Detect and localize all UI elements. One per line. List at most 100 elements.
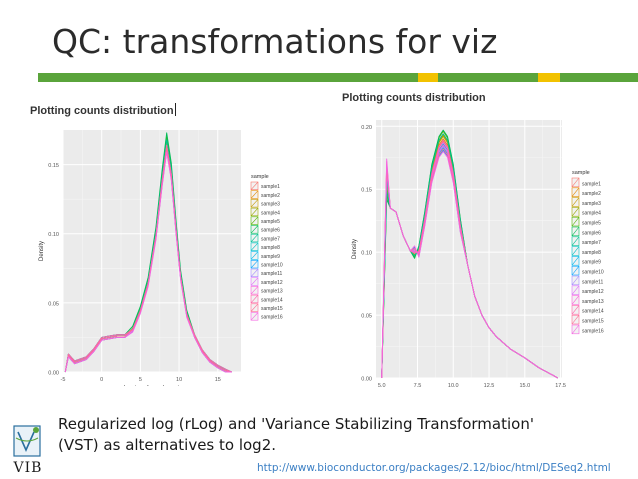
vst-legend-label: sample3: [582, 201, 601, 207]
rlog-legend-label: sample5: [261, 219, 280, 225]
vst-legend-key-line: [571, 275, 580, 285]
vst-legend-key-line: [571, 324, 580, 334]
vst-legend-label: sample9: [582, 260, 601, 266]
vst-legend-key-line: [571, 285, 580, 295]
rlog-x-tick-label: 15: [215, 377, 221, 383]
vst-legend-label: sample10: [582, 270, 604, 276]
rlog-legend-key-line: [250, 233, 259, 243]
rlog-legend-key-line: [250, 268, 259, 277]
rlog-legend-title: sample: [251, 174, 269, 180]
vst-legend-label: sample5: [582, 221, 601, 227]
rlog-legend-label: sample8: [261, 245, 280, 251]
rlog-x-tick-label: 10: [176, 377, 182, 383]
rlog-legend-key-line: [250, 242, 259, 251]
rlog-legend-key-line: [250, 190, 259, 199]
vst-legend-label: sample7: [582, 240, 601, 246]
rlog-legend-label: sample4: [261, 210, 280, 216]
rlog-plot-title-text: Plotting counts distribution: [30, 105, 174, 117]
vst-legend-key-line: [571, 197, 580, 207]
rlog-x-tick-label: 5: [139, 377, 142, 383]
vst-legend-key-line: [571, 256, 580, 266]
vst-x-tick-label: 17.5: [555, 383, 566, 388]
vst-legend-title: sample: [572, 170, 590, 176]
vst-x-tick-label: 10.0: [448, 383, 459, 388]
rlog-legend-key-line: [250, 216, 259, 225]
rlog-legend-key-line: [250, 294, 259, 304]
rlog-y-tick-label: 0.00: [48, 371, 59, 377]
rlog-legend-label: sample9: [261, 254, 280, 260]
vst-legend-key-line: [571, 177, 580, 187]
rlog-legend-key-line: [250, 260, 259, 269]
accent-bar-segment: [38, 73, 396, 82]
vst-legend-key-line: [571, 246, 580, 256]
vst-plot-title: Plotting counts distribution: [342, 92, 486, 104]
deseq2-reference-link[interactable]: http://www.bioconductor.org/packages/2.1…: [257, 462, 611, 474]
accent-bar-segment: [396, 73, 418, 82]
rlog-legend-label: sample14: [261, 297, 283, 303]
vib-logo-emblem-icon: [13, 425, 41, 457]
rlog-density-chart: 0.00 0.05 0.10 0.15 -5 0 5 10 15 rLog transformed…: [39, 130, 283, 386]
rlog-plot-title: Plotting counts distribution: [30, 103, 176, 117]
vst-legend-label: sample4: [582, 211, 601, 217]
rlog-legend-label: sample12: [261, 280, 283, 286]
accent-bar-segment: [538, 73, 560, 82]
vst-y-tick-label: 0.00: [361, 377, 372, 383]
vst-y-tick-label: 0.10: [361, 251, 372, 257]
vst-density-chart: 0.00 0.05 0.10 0.15 0.20 5.0 7.5 10.0 12.5 15.0 17…: [352, 120, 604, 388]
vst-legend-key-line: [571, 187, 580, 197]
text-cursor: [174, 103, 176, 116]
vst-x-tick-label: 15.0: [519, 383, 530, 388]
vst-x-tick-label: 5.0: [378, 383, 386, 388]
rlog-x-tick-label: -5: [61, 377, 66, 383]
vst-legend-key-line: [571, 207, 580, 217]
rlog-legend-key-line: [250, 199, 259, 208]
caption-line-1: Regularized log (rLog) and 'Variance Sta…: [58, 415, 534, 433]
vst-plot-panel: [376, 120, 562, 378]
rlog-legend-label: sample10: [261, 263, 283, 269]
vst-y-tick-label: 0.15: [361, 188, 372, 194]
rlog-legend-label: sample7: [261, 236, 280, 242]
vst-y-tick-label: 0.05: [361, 314, 372, 320]
rlog-legend-key-line: [250, 251, 259, 260]
rlog-legend-label: sample6: [261, 228, 280, 234]
rlog-x-tick-label: 0: [100, 377, 103, 383]
rlog-legend-key-line: [250, 286, 259, 295]
vst-legend-label: sample14: [582, 309, 604, 315]
accent-bar-segment: [438, 73, 538, 82]
vst-legend-label: sample8: [582, 250, 601, 256]
vib-logo-text: VIB: [13, 460, 43, 476]
accent-bar-segment: [560, 73, 638, 82]
rlog-y-axis-label: Density: [39, 241, 45, 261]
vst-series-sample16: [381, 151, 558, 379]
vst-legend-label: sample1: [582, 181, 601, 187]
rlog-legend-label: sample1: [261, 184, 280, 190]
vst-legend-label: sample12: [582, 289, 604, 295]
rlog-legend-key-line: [250, 181, 259, 190]
vst-legend-label: sample2: [582, 191, 601, 197]
rlog-series-sample15: [64, 144, 232, 373]
vst-x-tick-label: 7.5: [414, 383, 422, 388]
vst-legend-label: sample6: [582, 230, 601, 236]
title-accent-bar: [38, 73, 638, 82]
vst-y-axis-label: Density: [352, 239, 358, 259]
rlog-series-sample16: [64, 151, 232, 373]
rlog-legend-label: sample13: [261, 289, 283, 295]
caption: Regularized log (rLog) and 'Variance Sta…: [58, 414, 534, 456]
vst-y-tick-label: 0.20: [361, 125, 372, 131]
rlog-legend-label: sample2: [261, 193, 280, 199]
rlog-legend-key-line: [250, 312, 259, 321]
accent-bar-segment: [418, 73, 438, 82]
rlog-x-axis-label: rLog transformed counts: [122, 385, 182, 386]
vst-legend-key-line: [571, 315, 580, 325]
rlog-legend-key-line: [250, 225, 259, 234]
rlog-legend-key-line: [250, 277, 259, 286]
vst-x-tick-label: 12.5: [484, 383, 495, 388]
slide-title: QC: transformations for viz: [52, 22, 498, 61]
vst-legend-label: sample16: [582, 328, 604, 334]
rlog-y-tick-label: 0.15: [48, 163, 59, 169]
vst-legend-label: sample15: [582, 319, 604, 325]
caption-line-2: (VST) as alternatives to log2.: [58, 436, 277, 454]
vst-legend-key-line: [571, 226, 580, 236]
rlog-legend-label: sample15: [261, 306, 283, 312]
vst-legend-key-line: [571, 305, 580, 315]
